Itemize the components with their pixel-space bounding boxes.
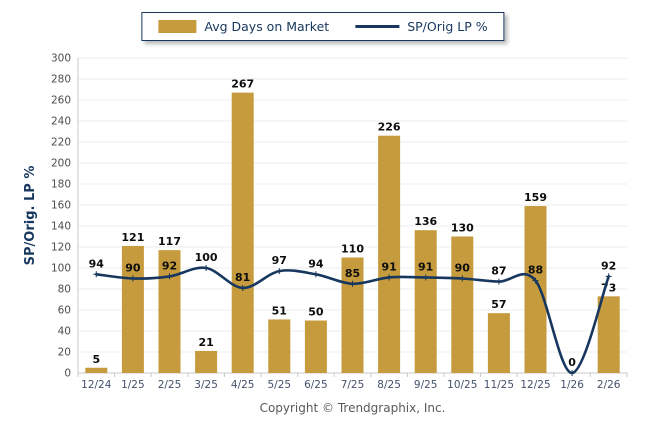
y-tick-label: 180 [51, 179, 71, 191]
x-tick-label: 4/25 [231, 379, 255, 391]
bar-value-label: 121 [121, 231, 144, 244]
x-tick-label: 8/25 [377, 379, 401, 391]
bar [195, 350, 218, 373]
line-point-marker [495, 278, 502, 285]
legend-bar-label: Avg Days on Market [204, 19, 330, 34]
line-point-marker [422, 274, 429, 281]
y-tick-label: 160 [51, 200, 71, 212]
y-tick-label: 140 [51, 221, 71, 233]
line-value-label: 91 [381, 260, 396, 273]
line-point-marker [386, 274, 393, 281]
y-tick-label: 200 [51, 158, 71, 170]
bar-value-label: 159 [524, 191, 547, 204]
bar-series-swatch-icon [158, 20, 197, 33]
line-point-marker [605, 273, 612, 280]
bar [341, 257, 364, 373]
bar [378, 135, 401, 373]
bar [268, 319, 291, 373]
y-tick-label: 40 [58, 326, 71, 338]
bar-value-label: 110 [341, 243, 364, 256]
line-point-marker [129, 275, 136, 282]
line-value-label: 81 [235, 271, 250, 284]
y-tick-label: 60 [58, 305, 71, 317]
y-tick-label: 240 [51, 116, 71, 128]
bar-value-label: 50 [308, 306, 324, 319]
line-point-marker [203, 265, 210, 271]
line-value-label: 92 [162, 259, 177, 272]
line-point-marker [276, 268, 283, 275]
line-value-label: 90 [455, 262, 471, 275]
y-tick-label: 120 [51, 242, 71, 254]
y-tick-label: 100 [51, 263, 71, 275]
line-series-swatch-icon [355, 25, 400, 28]
line-point-marker [349, 280, 356, 287]
line-value-label: 97 [272, 254, 287, 267]
x-tick-label: 2/25 [158, 379, 182, 391]
bar-value-label: 117 [158, 235, 181, 248]
y-tick-label: 80 [58, 284, 71, 296]
bar-value-label: 21 [198, 336, 213, 349]
line-value-label: 94 [89, 257, 105, 270]
x-tick-label: 1/25 [121, 379, 145, 391]
x-tick-label: 12/24 [81, 379, 112, 391]
x-tick-label: 7/25 [341, 379, 365, 391]
bar-value-label: 136 [414, 215, 437, 228]
x-tick-label: 10/25 [447, 379, 477, 391]
bar-value-label: 5 [92, 353, 100, 366]
x-tick-label: 1/26 [560, 379, 584, 391]
bar [487, 313, 510, 373]
y-axis-title: SP/Orig. LP % [23, 166, 38, 266]
bar [524, 206, 547, 373]
bar-value-label: 267 [231, 78, 254, 91]
y-tick-label: 260 [51, 95, 71, 107]
line-value-label: 91 [418, 260, 433, 273]
line-point-marker [239, 284, 246, 291]
bar [597, 296, 620, 373]
line-point-marker [93, 271, 100, 278]
line-value-label: 88 [528, 264, 543, 277]
line-value-label: 100 [195, 251, 218, 264]
legend-line-label: SP/Orig LP % [407, 19, 488, 34]
bar [158, 250, 181, 373]
y-tick-label: 220 [51, 137, 71, 149]
copyright-text: Copyright © Trendgraphix, Inc. [259, 401, 446, 415]
x-tick-label: 11/25 [484, 379, 514, 391]
bar-value-label: 51 [272, 304, 287, 317]
line-point-marker [312, 271, 319, 278]
bar [304, 320, 327, 373]
y-tick-label: 280 [51, 74, 71, 86]
x-tick-label: 9/25 [414, 379, 438, 391]
line-series [95, 266, 610, 375]
x-tick-label: 3/25 [194, 379, 218, 391]
chart-legend: Avg Days on Market SP/Orig LP % [141, 12, 505, 41]
y-tick-label: 0 [64, 368, 71, 380]
line-value-label: 0 [568, 356, 576, 369]
line-point-marker [569, 370, 576, 376]
y-tick-label: 300 [51, 53, 71, 65]
x-tick-label: 5/25 [268, 379, 292, 391]
x-tick-label: 12/25 [520, 379, 550, 391]
bar [451, 236, 474, 373]
line-point-marker [532, 277, 539, 284]
bar [85, 367, 108, 373]
bar-value-label: 130 [451, 222, 474, 235]
bar-value-label: 57 [491, 298, 506, 311]
x-tick-label: 2/26 [597, 379, 621, 391]
line-value-label: 85 [345, 267, 360, 280]
line-value-label: 94 [308, 257, 324, 270]
bar-value-label: 226 [378, 121, 401, 134]
line-value-label: 92 [601, 259, 616, 272]
y-tick-label: 20 [58, 347, 71, 359]
bar [231, 92, 254, 374]
line-point-marker [459, 275, 466, 282]
x-tick-label: 6/25 [304, 379, 328, 391]
line-point-marker [166, 273, 173, 280]
bar [414, 230, 437, 373]
line-value-label: 90 [125, 262, 141, 275]
line-value-label: 87 [491, 265, 506, 278]
